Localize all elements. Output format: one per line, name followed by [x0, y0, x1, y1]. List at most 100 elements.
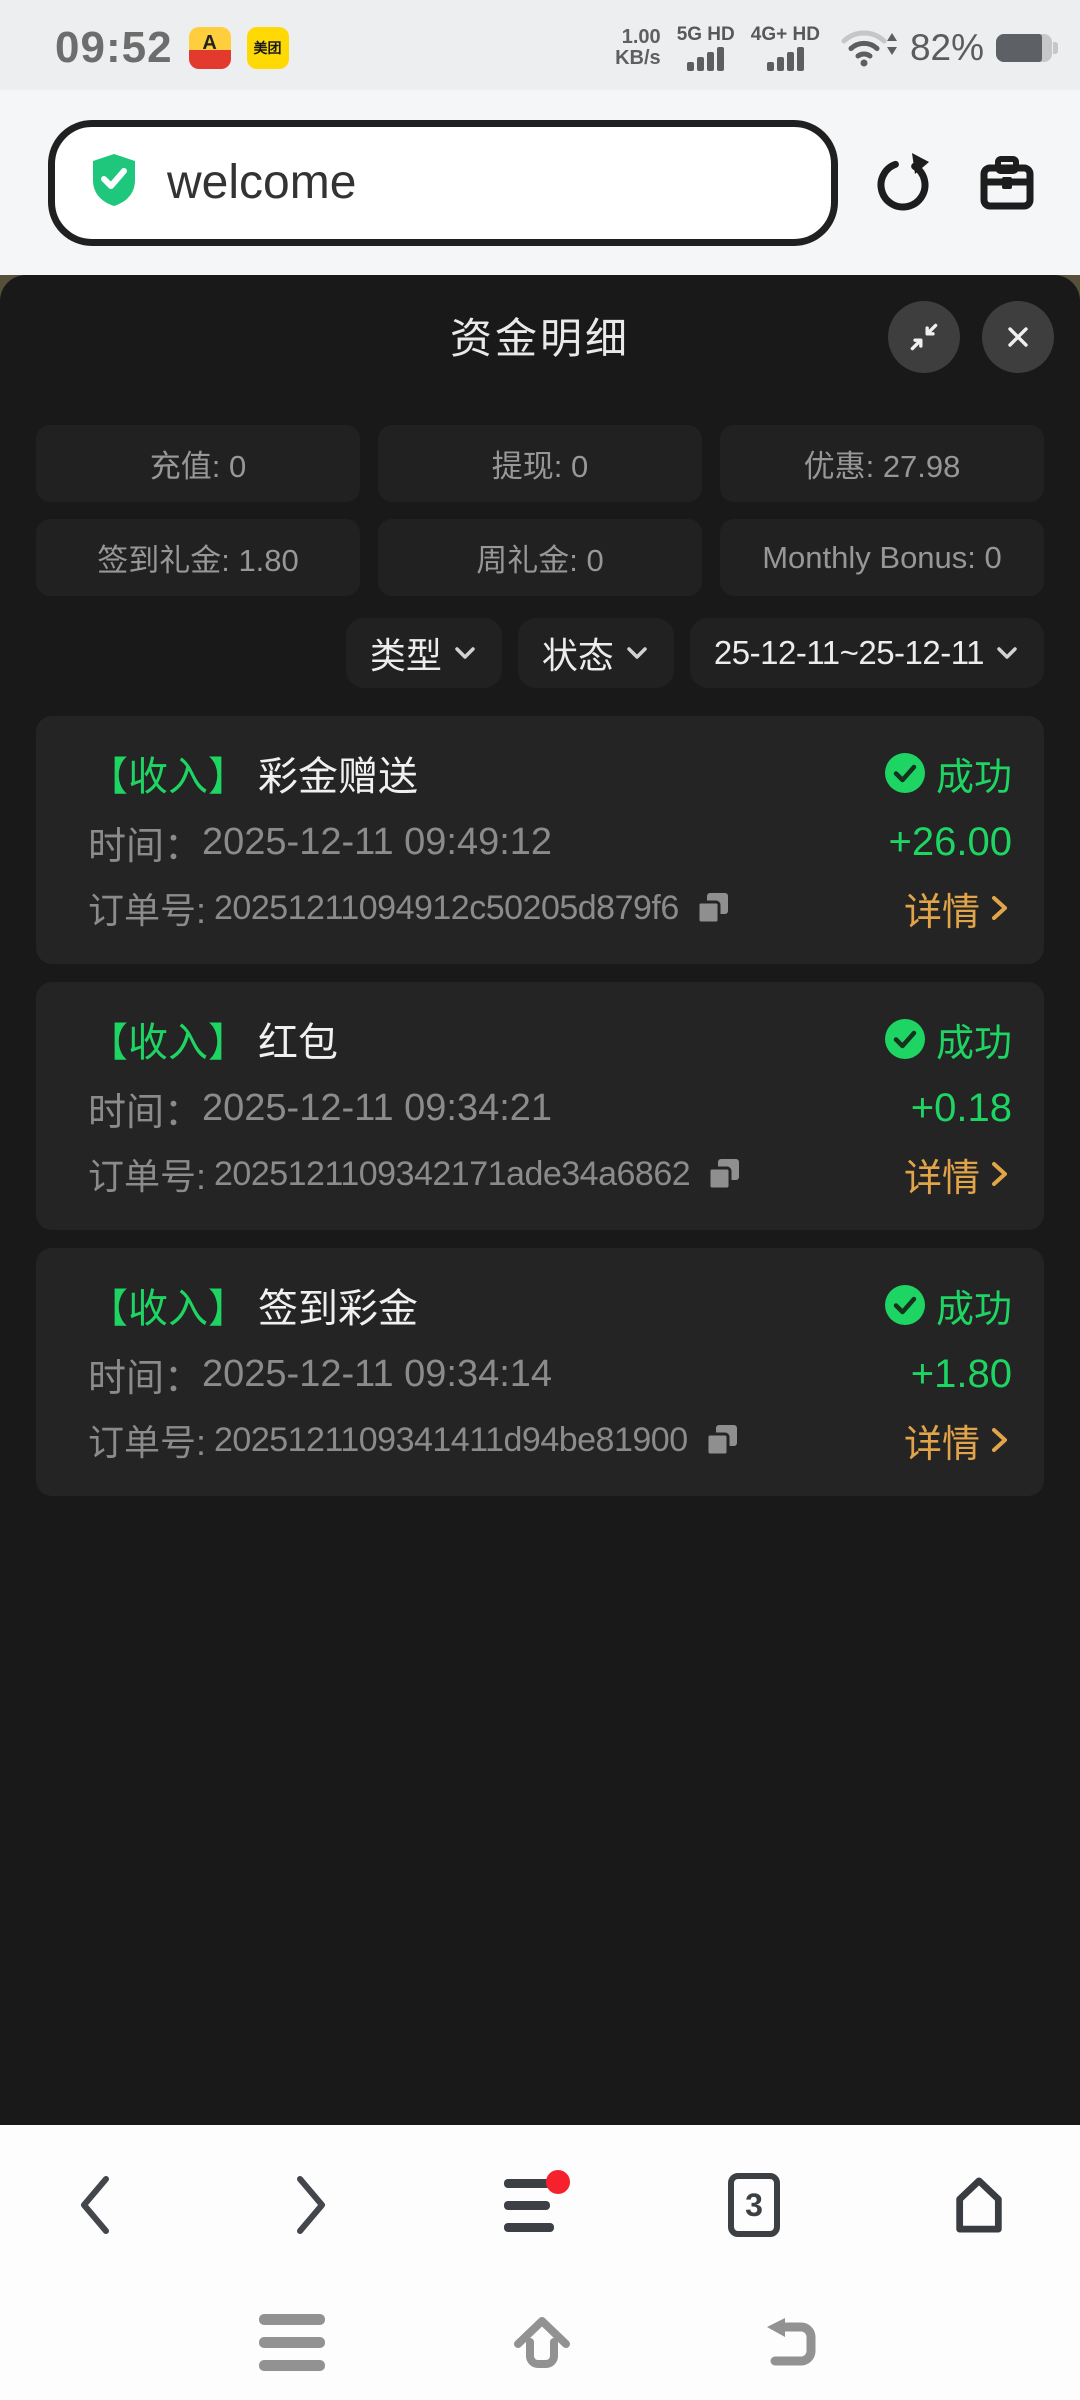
- url-text: welcome: [167, 156, 357, 209]
- chip-discount: 优惠: 27.98: [720, 425, 1044, 502]
- chevron-down-icon: [455, 647, 475, 659]
- status-filter-dropdown[interactable]: 状态: [517, 618, 674, 688]
- network-speed: 1.00 KB/s: [615, 26, 661, 69]
- secure-shield-icon: [89, 152, 139, 213]
- url-bar[interactable]: welcome: [48, 119, 838, 246]
- copy-order-button[interactable]: [702, 1420, 742, 1460]
- success-check-icon: [884, 1019, 925, 1059]
- browser-forward-button[interactable]: [288, 2173, 334, 2237]
- filter-row: 类型 状态 25-12-11~25-12-11: [36, 618, 1044, 688]
- transaction-card: 【收入】 签到彩金 时间： 2025-12-11 09:34:14 订单号: 2…: [36, 1248, 1044, 1496]
- close-button[interactable]: [982, 301, 1054, 373]
- status-badge: 成功: [935, 1022, 1012, 1065]
- sim2-signal-bars-icon: [766, 47, 804, 71]
- return-arrow-icon: [767, 2317, 816, 2365]
- time-label: 时间：: [88, 825, 203, 868]
- menu-icon: [504, 2169, 570, 2232]
- transaction-time: 2025-12-11 09:34:14: [202, 1352, 553, 1395]
- browser-tabs-button[interactable]: 3: [728, 2173, 780, 2237]
- sim1-signal: 5G HD: [677, 25, 735, 71]
- home-pentagon-icon: [956, 2177, 1002, 2233]
- sim2-signal: 4G+ HD: [751, 25, 820, 71]
- back-chevron-icon: [81, 2176, 109, 2234]
- toolbox-icon: [980, 155, 1034, 209]
- tab-count-icon: 3: [728, 2173, 780, 2237]
- order-label: 订单号:: [88, 1422, 207, 1463]
- chip-recharge: 充值: 0: [36, 425, 360, 502]
- refresh-icon: [877, 152, 929, 210]
- income-tag: 【收入】: [88, 755, 248, 799]
- order-number: 2025121109342171ade34a6862: [214, 1154, 691, 1193]
- summary-chips: 充值: 0 提现: 0 优惠: 27.98 签到礼金: 1.80 周礼金: 0 …: [36, 425, 1044, 596]
- time-label: 时间：: [88, 1357, 203, 1400]
- status-bar: 09:52 A 美团 1.00 KB/s 5G HD 4G+ HD: [0, 0, 1080, 90]
- chip-withdraw: 提现: 0: [378, 425, 702, 502]
- funds-detail-modal: 资金明细: [0, 275, 1080, 2125]
- chip-weekly-bonus: 周礼金: 0: [378, 519, 702, 596]
- browser-home-button[interactable]: [950, 2173, 1008, 2237]
- income-tag: 【收入】: [88, 1287, 248, 1331]
- modal-backdrop: 资金明细: [0, 275, 1080, 2125]
- chevron-right-icon: [992, 1162, 1007, 1186]
- browser-address-row: welcome: [0, 90, 1080, 275]
- transaction-title: 签到彩金: [258, 1287, 418, 1331]
- transaction-time: 2025-12-11 09:49:12: [202, 820, 553, 863]
- success-check-icon: [884, 753, 925, 793]
- order-label: 订单号:: [88, 890, 207, 931]
- transaction-title: 红包: [258, 1021, 338, 1065]
- chevron-right-icon: [992, 1428, 1007, 1452]
- status-badge: 成功: [935, 1288, 1012, 1331]
- type-filter-dropdown[interactable]: 类型: [345, 618, 502, 688]
- recents-icon: [259, 2314, 325, 2371]
- chip-signin-bonus: 签到礼金: 1.80: [36, 519, 360, 596]
- forward-chevron-icon: [297, 2176, 325, 2234]
- copy-icon: [707, 1159, 740, 1191]
- toolbox-button[interactable]: [976, 152, 1038, 214]
- system-recents-button[interactable]: [259, 2314, 325, 2371]
- copy-icon: [696, 893, 728, 925]
- chevron-right-icon: [992, 896, 1007, 920]
- refresh-button[interactable]: [872, 152, 934, 214]
- home-icon: [514, 2316, 570, 2368]
- detail-link[interactable]: 详情: [904, 1152, 1012, 1200]
- income-tag: 【收入】: [88, 1021, 248, 1065]
- copy-order-button[interactable]: [704, 1154, 744, 1194]
- date-range-dropdown[interactable]: 25-12-11~25-12-11: [689, 618, 1044, 688]
- page-title: 资金明细: [449, 315, 630, 362]
- detail-link[interactable]: 详情: [904, 886, 1012, 934]
- success-check-icon: [884, 1285, 925, 1325]
- order-number: 20251211094912c50205d879f6: [214, 888, 679, 927]
- time-label: 时间：: [88, 1091, 203, 1134]
- browser-back-button[interactable]: [72, 2173, 118, 2237]
- transaction-amount: +0.18: [910, 1085, 1012, 1130]
- copy-order-button[interactable]: [693, 888, 733, 928]
- status-bar-right: 1.00 KB/s 5G HD 4G+ HD: [615, 25, 1058, 72]
- browser-menu-button[interactable]: [504, 2169, 570, 2232]
- close-icon: [1008, 327, 1028, 347]
- notification-dot: [546, 2169, 570, 2194]
- battery-percent: 82%: [909, 27, 984, 68]
- sim1-signal-bars-icon: [687, 47, 725, 71]
- chevron-down-icon: [997, 647, 1017, 659]
- browser-bottom-toolbar: 3: [0, 2125, 1080, 2285]
- modal-titlebar: 资金明细: [0, 275, 1080, 397]
- clock: 09:52: [55, 23, 173, 72]
- transaction-title: 彩金赠送: [258, 755, 418, 799]
- copy-icon: [705, 1425, 737, 1457]
- minimize-button[interactable]: [888, 301, 960, 373]
- transaction-list: 【收入】 彩金赠送 时间： 2025-12-11 09:49:12 订单号: 2…: [36, 716, 1044, 1496]
- minimize-icon: [910, 323, 938, 351]
- detail-link[interactable]: 详情: [904, 1418, 1012, 1466]
- transaction-time: 2025-12-11 09:34:21: [202, 1086, 553, 1129]
- order-label: 订单号:: [88, 1156, 207, 1197]
- status-badge: 成功: [935, 756, 1012, 799]
- taxi-app-notification-icon: A: [188, 27, 231, 69]
- transaction-card: 【收入】 红包 时间： 2025-12-11 09:34:21 订单号: 202…: [36, 982, 1044, 1230]
- system-home-button[interactable]: [510, 2314, 574, 2372]
- meituan-app-notification-icon: 美团: [246, 27, 289, 69]
- wifi-icon: [840, 25, 898, 72]
- battery-icon: [996, 34, 1058, 62]
- system-navigation-bar: [0, 2285, 1080, 2400]
- system-back-button[interactable]: [759, 2317, 821, 2369]
